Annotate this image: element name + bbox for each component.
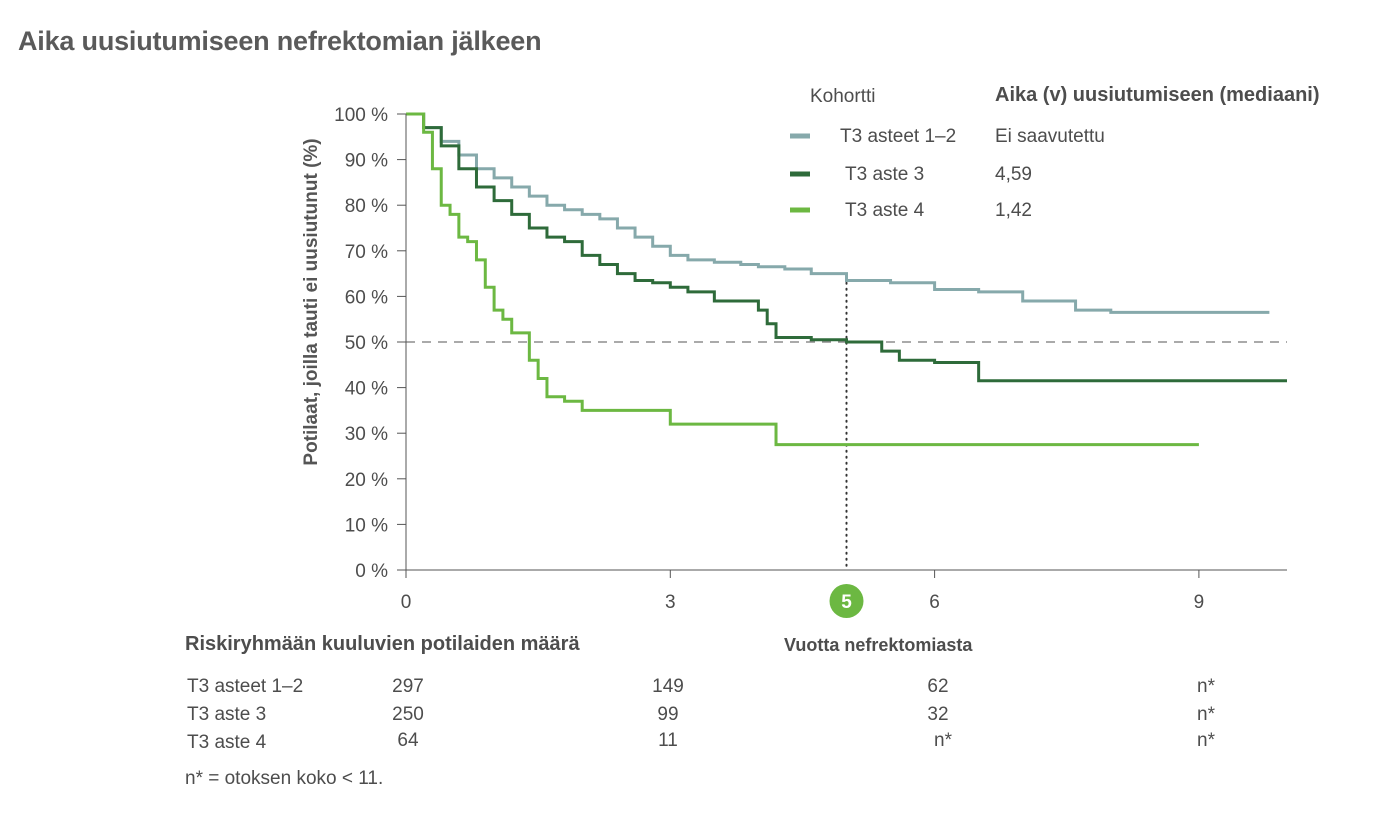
risk-cell: 62 <box>927 676 949 697</box>
legend-item-grade-1-2-median: Ei saavutettu <box>995 126 1105 147</box>
risk-cell: 64 <box>397 730 419 751</box>
risk-row-label: T3 aste 3 <box>187 704 267 725</box>
x-axis-ticks: 0 3 6 9 <box>401 570 1204 613</box>
legend-item-grade-1-2-name: T3 asteet 1–2 <box>840 126 957 147</box>
y-tick-label: 50 % <box>345 333 388 354</box>
legend-item-grade-3-name: T3 aste 3 <box>845 164 925 185</box>
risk-cell: 11 <box>658 730 678 751</box>
risk-cell: 99 <box>657 704 679 725</box>
risk-cell: 149 <box>652 676 684 697</box>
risk-cell: n* <box>1197 704 1215 725</box>
footnote: n* = otoksen koko < 11. <box>185 768 384 789</box>
legend-swatches <box>790 133 810 213</box>
series-lines <box>406 112 1287 447</box>
x-tick-label: 9 <box>1194 592 1205 613</box>
y-tick-label: 0 % <box>355 561 388 582</box>
risk-cell: n* <box>1197 730 1215 751</box>
legend-item-grade-4-median: 1,42 <box>995 200 1032 221</box>
highlight-marker <box>829 584 864 618</box>
y-tick-label: 40 % <box>345 379 388 400</box>
y-tick-label: 90 % <box>345 151 388 172</box>
y-tick-label: 10 % <box>345 515 388 536</box>
y-axis-ticks: 0 % 10 % 20 % 30 % 40 % 50 % 60 % 70 % 80 % 90 % 1… <box>334 105 406 582</box>
y-tick-label: 60 % <box>345 287 388 308</box>
x-tick-label: 0 <box>401 592 412 613</box>
risk-cell: 297 <box>392 676 424 697</box>
y-tick-label: 80 % <box>345 196 388 217</box>
x-tick-label: 3 <box>665 592 676 613</box>
legend-item-grade-4-name: T3 aste 4 <box>845 200 925 221</box>
y-tick-label: 20 % <box>345 470 388 491</box>
series-line-0 <box>406 112 1270 314</box>
y-tick-label: 30 % <box>345 424 388 445</box>
series-line-1 <box>406 112 1287 383</box>
y-tick-label: 100 % <box>334 105 388 126</box>
x-tick-label: 6 <box>929 592 940 613</box>
risk-row-label: T3 aste 4 <box>187 732 267 753</box>
legend-heading-median: Aika (v) uusiutumiseen (mediaani) <box>995 84 1320 106</box>
series-line-2 <box>406 112 1199 447</box>
legend-heading-cohort: Kohortti <box>810 86 876 107</box>
legend-item-grade-3-median: 4,59 <box>995 164 1032 185</box>
risk-cell: 32 <box>927 704 949 725</box>
risk-cell: 250 <box>392 704 424 725</box>
risk-table-heading: Riskiryhmään kuuluvien potilaiden määrä <box>185 633 580 655</box>
y-axis-label: Potilaat, joilla tauti ei uusiutunut (%) <box>301 138 322 465</box>
highlight-marker-label: 5 <box>841 592 852 613</box>
chart-title: Aika uusiutumiseen nefrektomian jälkeen <box>18 26 542 56</box>
risk-cell: n* <box>934 730 952 751</box>
y-tick-label: 70 % <box>345 242 388 263</box>
x-axis-label: Vuotta nefrektomiasta <box>784 635 973 655</box>
risk-row-label: T3 asteet 1–2 <box>187 676 304 697</box>
risk-cell: n* <box>1197 676 1215 697</box>
